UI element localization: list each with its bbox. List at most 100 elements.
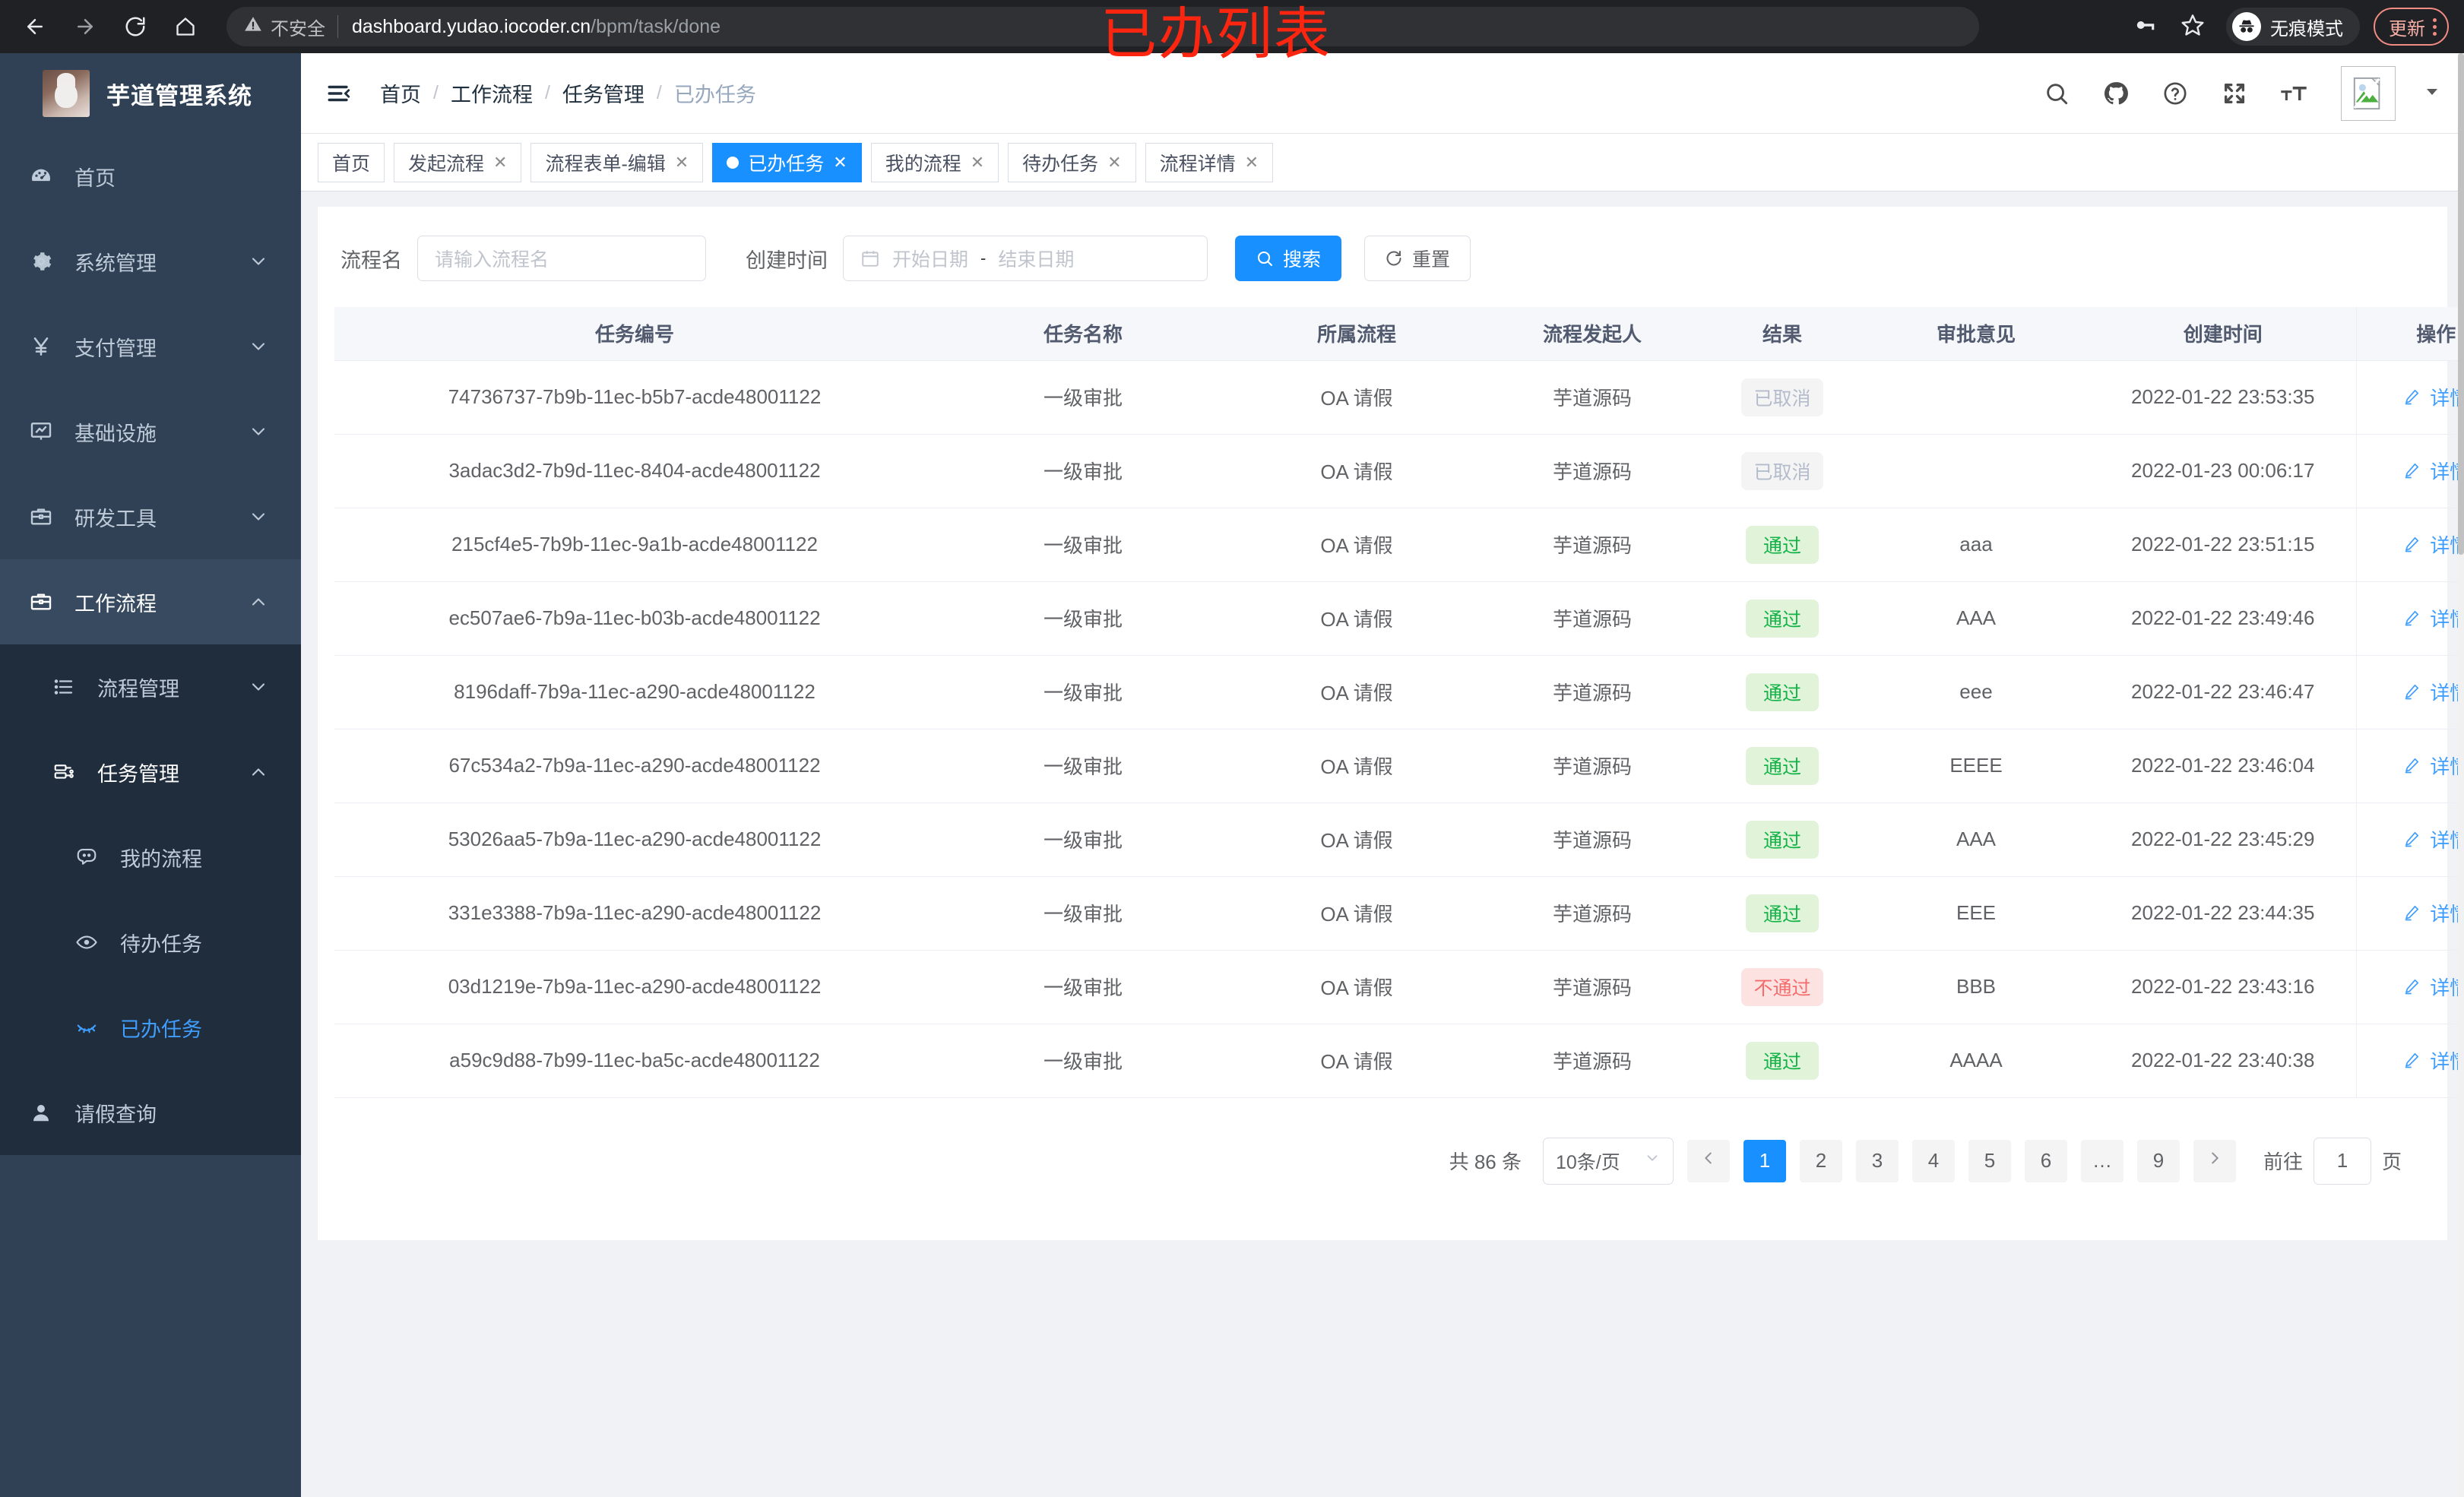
- next-page-button[interactable]: [2193, 1139, 2236, 1182]
- detail-button[interactable]: 详情: [2402, 678, 2464, 706]
- sidebar-item-payment-management[interactable]: 支付管理: [0, 304, 301, 389]
- page-button-1[interactable]: 1: [1743, 1139, 1786, 1182]
- cell-opinion: [1862, 434, 2090, 508]
- jump-input[interactable]: 1: [2313, 1137, 2371, 1185]
- detail-button[interactable]: 详情: [2402, 752, 2464, 780]
- tab-home[interactable]: 首页: [318, 142, 385, 182]
- page-button-5[interactable]: 5: [1968, 1139, 2011, 1182]
- sidebar-item-leave-query[interactable]: 请假查询: [0, 1070, 301, 1155]
- security-status[interactable]: 不安全: [243, 15, 338, 40]
- search-input[interactable]: 请输入流程名: [417, 236, 706, 281]
- detail-button[interactable]: 详情: [2402, 383, 2464, 411]
- detail-button[interactable]: 详情: [2402, 973, 2464, 1001]
- cell-task-name: 一级审批: [935, 876, 1231, 951]
- page-button-6[interactable]: 6: [2024, 1139, 2067, 1182]
- password-manager-button[interactable]: [2124, 5, 2167, 48]
- reload-button[interactable]: [114, 5, 157, 48]
- font-size-icon[interactable]: [2277, 77, 2310, 110]
- cell-initiator: 芋道源码: [1482, 1024, 1702, 1098]
- close-icon[interactable]: ✕: [674, 152, 689, 172]
- close-icon[interactable]: ✕: [1107, 152, 1122, 172]
- process-name-label: 流程名: [340, 248, 402, 272]
- detail-button[interactable]: 详情: [2402, 1046, 2464, 1074]
- prev-page-button[interactable]: [1686, 1139, 1730, 1182]
- sidebar-item-my-process[interactable]: 我的流程: [0, 815, 301, 900]
- github-icon[interactable]: [2099, 77, 2133, 110]
- breadcrumb-item-workflow[interactable]: 工作流程: [450, 84, 533, 106]
- sidebar-item-infrastructure[interactable]: 基础设施: [0, 389, 301, 474]
- sidebar-item-home[interactable]: 首页: [0, 134, 301, 219]
- sidebar-item-label: 基础设施: [74, 422, 157, 445]
- eye-closed-icon: [70, 1011, 103, 1044]
- breadcrumb-item-task-management[interactable]: 任务管理: [562, 84, 645, 106]
- sidebar-item-process-management[interactable]: 流程管理: [0, 644, 301, 730]
- sidebar-item-task-management[interactable]: 任务管理: [0, 730, 301, 815]
- reset-button[interactable]: 重置: [1364, 236, 1471, 281]
- pencil-icon: [2402, 830, 2421, 848]
- brand-header[interactable]: 芋道管理系统: [0, 53, 301, 134]
- close-icon[interactable]: ✕: [833, 152, 847, 172]
- search-filter-bar: 流程名 请输入流程名 创建时间 开始日期 - 结束日期 搜索: [318, 207, 2447, 307]
- window-scrollbar[interactable]: [2458, 53, 2464, 1497]
- chevron-down-icon: [248, 676, 269, 698]
- cell-task-id: a59c9d88-7b99-11ec-ba5c-acde48001122: [334, 1024, 935, 1098]
- tab-process-detail[interactable]: 流程详情 ✕: [1145, 142, 1274, 182]
- search-button[interactable]: 搜索: [1235, 236, 1342, 281]
- cell-initiator: 芋道源码: [1482, 876, 1702, 951]
- hamburger-icon[interactable]: [322, 77, 356, 110]
- page-button-2[interactable]: 2: [1799, 1139, 1842, 1182]
- sidebar-item-dev-tools[interactable]: 研发工具: [0, 474, 301, 559]
- tab-done-task[interactable]: 已办任务 ✕: [712, 142, 862, 182]
- detail-button[interactable]: 详情: [2402, 604, 2464, 632]
- table-row: 8196daff-7b9a-11ec-a290-acde48001122 一级审批…: [334, 655, 2464, 730]
- update-button[interactable]: 更新: [2374, 8, 2449, 46]
- detail-button[interactable]: 详情: [2402, 530, 2464, 559]
- kebab-menu-icon[interactable]: [2433, 17, 2437, 36]
- date-range-input[interactable]: 开始日期 - 结束日期: [843, 236, 1208, 281]
- page-button-4[interactable]: 4: [1911, 1139, 1955, 1182]
- tab-start-process[interactable]: 发起流程 ✕: [394, 142, 522, 182]
- chevron-down-icon[interactable]: [2423, 82, 2441, 104]
- scrollbar-thumb[interactable]: [2458, 53, 2464, 555]
- back-button[interactable]: [14, 5, 56, 48]
- page-button-3[interactable]: 3: [1855, 1139, 1899, 1182]
- address-bar[interactable]: 不安全 dashboard.yudao.iocoder.cn/bpm/task/…: [226, 7, 1979, 46]
- home-button[interactable]: [164, 5, 207, 48]
- close-icon[interactable]: ✕: [1244, 152, 1259, 172]
- chevron-down-icon: [248, 421, 269, 442]
- column-task-name: 任务名称: [935, 307, 1231, 361]
- cell-opinion: AAA: [1862, 802, 2090, 877]
- avatar[interactable]: [2341, 65, 2396, 121]
- page-size-select[interactable]: 10条/页: [1542, 1137, 1674, 1185]
- page-button-9[interactable]: 9: [2136, 1139, 2180, 1182]
- detail-button[interactable]: 详情: [2402, 899, 2464, 927]
- close-icon[interactable]: ✕: [493, 152, 508, 172]
- close-icon[interactable]: ✕: [970, 152, 985, 172]
- sidebar-item-todo-task[interactable]: 待办任务: [0, 900, 301, 985]
- forward-button[interactable]: [64, 5, 106, 48]
- sidebar-item-system-management[interactable]: 系统管理: [0, 219, 301, 304]
- bookmark-button[interactable]: [2171, 5, 2214, 48]
- cell-created-time: 2022-01-22 23:45:29: [2090, 802, 2356, 877]
- tab-todo-task[interactable]: 待办任务 ✕: [1008, 142, 1136, 182]
- sidebar-item-done-task[interactable]: 已办任务: [0, 985, 301, 1070]
- tab-process-form-edit[interactable]: 流程表单-编辑 ✕: [530, 142, 704, 182]
- page-ellipsis[interactable]: …: [2080, 1139, 2124, 1182]
- cell-task-name: 一级审批: [935, 434, 1231, 508]
- fullscreen-icon[interactable]: [2218, 77, 2251, 110]
- cell-initiator: 芋道源码: [1482, 434, 1702, 508]
- help-circle-icon[interactable]: [2158, 77, 2192, 110]
- breadcrumb-item-home[interactable]: 首页: [380, 84, 421, 106]
- sidebar-menu: 首页 系统管理 支付管理 基础设施: [0, 134, 301, 1155]
- cell-process: OA 请假: [1231, 802, 1482, 877]
- search-icon[interactable]: [2040, 77, 2073, 110]
- cell-task-id: 74736737-7b9b-11ec-b5b7-acde48001122: [334, 360, 935, 435]
- sidebar-item-workflow[interactable]: 工作流程: [0, 559, 301, 644]
- incognito-indicator[interactable]: 无痕模式: [2226, 8, 2360, 46]
- pagination: 共 86 条 10条/页 1 2 3 4 5 6… 9 前往: [318, 1098, 2447, 1221]
- table-row: 03d1219e-7b9a-11ec-a290-acde48001122 一级审批…: [334, 950, 2464, 1024]
- detail-button[interactable]: 详情: [2402, 457, 2464, 485]
- detail-button[interactable]: 详情: [2402, 825, 2464, 853]
- browser-toolbar-right: 无痕模式 更新: [2124, 5, 2464, 48]
- tab-my-process[interactable]: 我的流程 ✕: [870, 142, 999, 182]
